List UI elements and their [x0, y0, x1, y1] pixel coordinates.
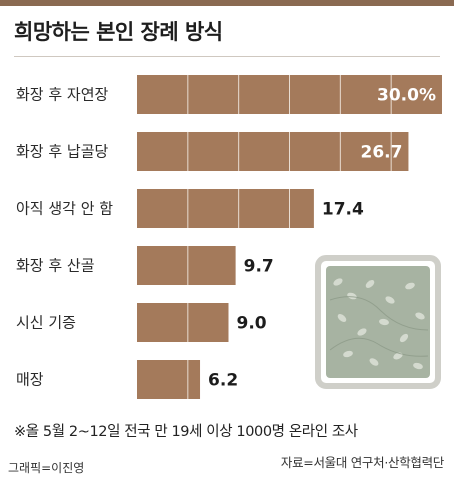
bar-chart: 화장 후 자연장 30.0% 화장 후 납골당 26.7 아직 생각 안 함 17.4 화장…	[16, 75, 442, 399]
category-label: 화장 후 납골당	[16, 143, 109, 161]
bar	[137, 303, 229, 342]
survey-footnote: ※올 5월 2~12일 전국 만 19세 이상 1000명 온라인 조사	[14, 424, 358, 440]
data-source: 자료=서울대 연구처·산학협력단	[280, 455, 444, 470]
bar	[137, 189, 314, 228]
urn-illustration	[315, 255, 441, 389]
category-label: 매장	[16, 371, 44, 389]
value-label: 30.0%	[377, 86, 436, 106]
category-label: 아직 생각 안 함	[16, 200, 113, 218]
category-label: 시신 기증	[16, 314, 76, 332]
bar	[137, 360, 201, 399]
value-label: 17.4	[322, 200, 364, 220]
category-label: 화장 후 자연장	[16, 86, 109, 104]
title-divider	[14, 56, 440, 57]
value-label: 6.2	[208, 371, 238, 391]
top-accent-bar	[0, 0, 454, 6]
value-label: 9.7	[244, 257, 274, 277]
bar	[137, 246, 236, 285]
category-label: 화장 후 산골	[16, 257, 95, 275]
bar	[137, 132, 409, 171]
value-label: 9.0	[237, 314, 267, 334]
graphic-credit: 그래픽=이진영	[8, 461, 85, 475]
chart-title: 희망하는 본인 장례 방식	[14, 20, 223, 44]
value-label: 26.7	[360, 143, 402, 163]
